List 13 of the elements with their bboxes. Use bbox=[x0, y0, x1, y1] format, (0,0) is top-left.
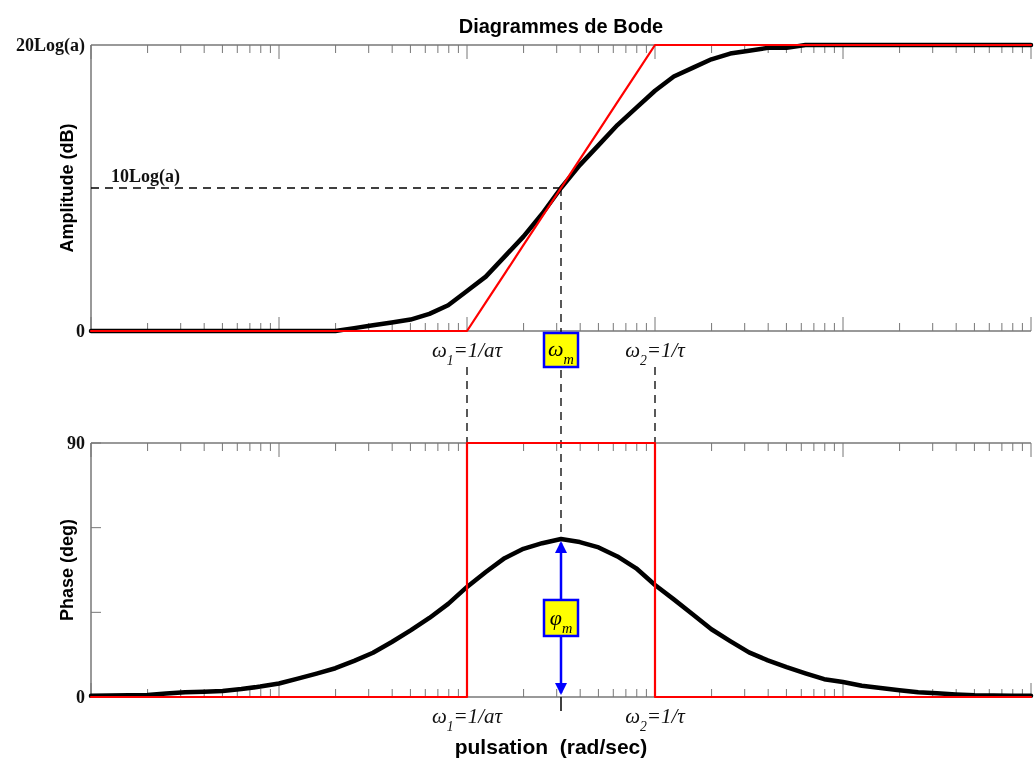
x-tick-label: ω$_{1}$=1/aτ bbox=[431, 338, 504, 368]
y-tick-label: 90 bbox=[67, 433, 85, 453]
ref-line-label: 10Log(a) bbox=[111, 166, 180, 187]
x-tick-label: ω$_{m}$ bbox=[548, 336, 574, 367]
y-axis-title: Amplitude (dB) bbox=[57, 123, 77, 253]
x-tick-label: ω$_{2}$=1/τ bbox=[625, 338, 687, 368]
y-axis-title: Phase (deg) bbox=[57, 518, 77, 622]
x-tick-label: ω$_{1}$=1/aτ bbox=[431, 704, 504, 734]
x-axis-title: pulsation (rad/sec) bbox=[454, 735, 648, 758]
annotation: φ$_{m}$ bbox=[549, 604, 573, 636]
text: 20Log(a) bbox=[16, 35, 85, 56]
x-tick-label: ω$_{2}$=1/τ bbox=[625, 704, 687, 734]
chart-title: Diagrammes de Bode bbox=[458, 15, 664, 37]
